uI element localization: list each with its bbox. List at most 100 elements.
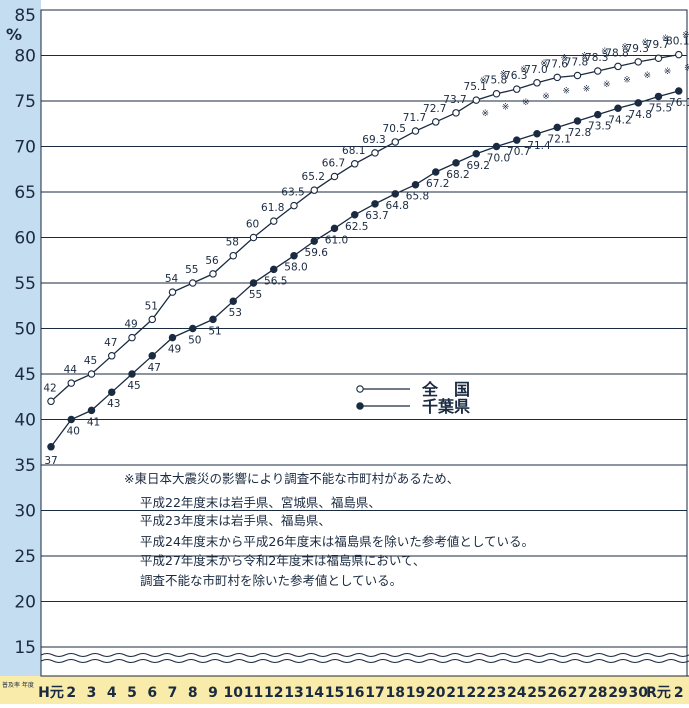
x-tick-9: 10	[224, 685, 244, 701]
note-mark-a-28: ※	[621, 42, 629, 52]
x-tick-24: 25	[527, 685, 546, 701]
series-1-point-3	[108, 388, 116, 396]
series-0-point-3	[108, 352, 116, 360]
series-0-label-30: 79.7	[646, 39, 669, 51]
series-1-label-11: 56.5	[264, 275, 287, 287]
series-0-point-1	[67, 379, 76, 387]
series-1-label-28: 74.2	[608, 114, 631, 126]
series-0-label-13: 65.2	[302, 171, 325, 183]
series-1-label-20: 68.2	[446, 169, 469, 181]
note-mark-a-30: ※	[662, 34, 670, 44]
series-1-point-15	[350, 211, 359, 219]
series-1-label-25: 72.1	[548, 133, 571, 145]
note-mark-a-26: ※	[581, 52, 589, 62]
series-1-label-26: 72.8	[568, 127, 591, 139]
series-1-label-9: 53	[229, 307, 242, 319]
y-tick-75: 75	[14, 92, 36, 112]
legend-marker-0	[356, 385, 364, 393]
series-0-point-28	[614, 62, 622, 71]
note-mark-a-31: ※	[682, 31, 689, 41]
x-tick-0: H元	[38, 685, 64, 701]
x-tick-26: 27	[568, 685, 587, 701]
legend-label-1: 千葉県	[422, 397, 470, 416]
legend-label-0: 全 国	[421, 380, 470, 399]
series-0-label-3: 47	[104, 337, 117, 349]
note-mark-a-21: ※	[479, 76, 487, 86]
series-0-label-4: 49	[124, 319, 137, 331]
series-1: 374041434547495051535556.558.059.661.062…	[44, 87, 689, 467]
series-1-label-10: 55	[249, 289, 262, 301]
note-mark-a-22: ※	[500, 70, 508, 80]
series-1-label-30: 75.5	[649, 102, 672, 114]
series-0-point-17	[391, 138, 399, 146]
series-0-point-8	[209, 270, 217, 278]
series-1-point-20	[452, 159, 460, 167]
series-1-point-13	[310, 237, 318, 245]
series-0-label-14: 66.7	[322, 158, 345, 170]
y-tick-50: 50	[14, 320, 36, 340]
grid-layer	[41, 55, 687, 648]
series-0-label-23: 76.3	[504, 70, 527, 82]
note-mark-b-25: ※	[562, 86, 570, 96]
x-tick-21: 22	[467, 685, 486, 701]
x-tick-20: 21	[446, 685, 465, 701]
series-1-label-1: 40	[67, 426, 80, 438]
series-0-point-2	[87, 370, 96, 378]
series-1-label-21: 69.2	[467, 160, 490, 172]
series-0-point-7	[189, 279, 197, 287]
series-1-point-22	[492, 142, 501, 151]
note-mark-b-22: ※	[502, 103, 510, 113]
series-1-label-17: 64.8	[386, 200, 409, 212]
x-tick-7: 8	[188, 685, 198, 701]
series-0-point-16	[371, 149, 379, 157]
series-0-point-15	[350, 160, 359, 168]
annotation-line-2: 平成23年度末は岩手県、福島県、	[140, 513, 331, 528]
series-1-point-9	[229, 297, 238, 305]
series-0: 424445474951545556586061.863.565.266.768…	[43, 36, 689, 406]
series-0-label-11: 61.8	[261, 202, 284, 214]
series-0-point-0	[47, 397, 55, 406]
series-0-label-27: 78.3	[585, 52, 608, 64]
series-1-point-8	[209, 315, 217, 324]
x-tick-22: 23	[487, 685, 506, 701]
series-0-point-13	[310, 186, 318, 194]
x-tick-labels: H元 2 3 4 5 6 7 8 9 10 11 12 13 14 15 16 17 18 19 20 21 22 23 24…	[38, 675, 689, 701]
series-1-point-0	[47, 443, 55, 451]
x-tick-17: 18	[386, 685, 405, 701]
x-tick-29: 30	[629, 685, 649, 701]
series-1-point-12	[290, 251, 298, 260]
series-1-label-31: 76.1	[669, 97, 689, 109]
note-mark-b-28: ※	[623, 75, 631, 85]
x-tick-18: 19	[406, 685, 425, 701]
series-1-label-0: 37	[44, 455, 57, 467]
note-mark-a-25: ※	[560, 53, 568, 63]
x-tick-8: 9	[208, 685, 218, 701]
series-0-point-22	[492, 89, 501, 98]
series-1-label-16: 63.7	[365, 210, 388, 222]
x-tick-25: 26	[548, 685, 567, 701]
series-0-label-7: 55	[185, 264, 198, 276]
series-0-label-25: 77.6	[545, 58, 569, 70]
series-0-label-0: 42	[43, 382, 56, 394]
y-tick-85: 85	[14, 6, 36, 26]
series-1-label-5: 47	[148, 362, 161, 374]
series-1-point-28	[614, 104, 622, 113]
x-tick-27: 28	[588, 685, 607, 701]
series-1-label-29: 74.8	[629, 109, 652, 121]
series-0-point-11	[269, 217, 278, 225]
annotation-line-3: 平成24年度末から平成26年度末は福島県を除いた参考値としている。	[140, 534, 534, 549]
series-1-point-19	[431, 168, 440, 176]
series-0-label-28: 78.8	[605, 47, 628, 59]
note-mark-b-21: ※	[481, 109, 489, 119]
series-0-label-6: 54	[165, 273, 179, 285]
series-0-point-14	[330, 172, 339, 181]
series-1-point-6	[168, 333, 177, 342]
note-mark-a-27: ※	[601, 47, 609, 57]
y-tick-35: 35	[14, 456, 36, 476]
series-0-point-20	[452, 109, 460, 117]
series-0-label-31: 80.1	[666, 36, 689, 48]
series-0-point-9	[229, 251, 238, 260]
note-mark-a-23: ※	[520, 65, 528, 75]
x-tick-31: 2	[674, 685, 684, 701]
x-tick-12: 13	[284, 685, 303, 701]
